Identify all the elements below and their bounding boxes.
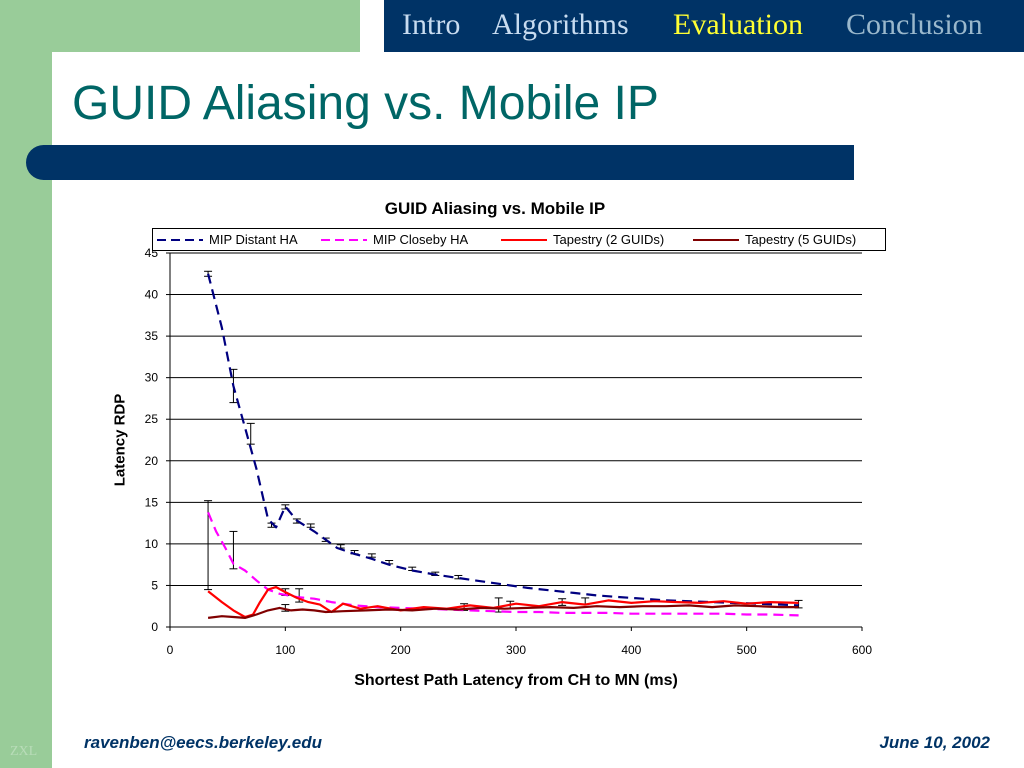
legend-item-tapestry-5: Tapestry (5 GUIDs) bbox=[693, 229, 856, 250]
y-tick-label: 15 bbox=[145, 495, 159, 509]
nav-item-evaluation[interactable]: Evaluation bbox=[673, 8, 803, 41]
legend-label: Tapestry (5 GUIDs) bbox=[745, 232, 857, 247]
title-divider bbox=[26, 145, 854, 180]
watermark-text: ZXL bbox=[10, 744, 38, 759]
y-tick-label: 5 bbox=[151, 578, 158, 592]
legend-label: MIP Distant HA bbox=[209, 232, 298, 247]
top-left-band bbox=[0, 0, 360, 52]
left-sidebar-band bbox=[0, 0, 52, 768]
legend-label: MIP Closeby HA bbox=[373, 232, 469, 247]
y-tick-label: 25 bbox=[145, 412, 159, 426]
series-line-1 bbox=[207, 511, 799, 617]
nav-item-intro[interactable]: Intro bbox=[402, 8, 461, 41]
legend-item-mip-closeby: MIP Closeby HA bbox=[321, 229, 468, 250]
legend-item-tapestry-2: Tapestry (2 GUIDs) bbox=[501, 229, 664, 250]
y-tick-label: 30 bbox=[145, 371, 159, 385]
nav-item-algorithms[interactable]: Algorithms bbox=[492, 8, 629, 41]
legend-item-mip-distant: MIP Distant HA bbox=[157, 229, 298, 250]
chart-axes bbox=[166, 252, 863, 631]
footer-email: ravenben@eecs.berkeley.edu bbox=[84, 733, 323, 752]
series-line-3 bbox=[207, 604, 799, 619]
y-tick-label: 0 bbox=[151, 620, 158, 634]
chart-series bbox=[207, 273, 799, 619]
y-axis-label: Latency RDP bbox=[111, 393, 129, 487]
y-tick-label: 20 bbox=[145, 454, 159, 468]
section-nav: Intro Algorithms Evaluation Conclusion bbox=[384, 0, 1024, 52]
x-axis-label: Shortest Path Latency from CH to MN (ms) bbox=[354, 672, 678, 689]
x-tick-label: 400 bbox=[621, 643, 641, 657]
y-tick-label: 10 bbox=[145, 537, 159, 551]
x-tick-label: 300 bbox=[506, 643, 526, 657]
x-tick-label: 100 bbox=[275, 643, 295, 657]
slide-title: GUID Aliasing vs. Mobile IP bbox=[72, 77, 659, 130]
x-tick-label: 0 bbox=[167, 643, 174, 657]
chart-gridlines bbox=[170, 252, 862, 586]
nav-item-conclusion[interactable]: Conclusion bbox=[846, 8, 983, 41]
series-line-2 bbox=[207, 586, 799, 619]
x-tick-label: 200 bbox=[391, 643, 411, 657]
y-tick-label: 40 bbox=[145, 288, 159, 302]
legend-label: Tapestry (2 GUIDs) bbox=[553, 232, 665, 247]
x-tick-label: 600 bbox=[852, 643, 872, 657]
chart-legend: MIP Distant HA MIP Closeby HA Tapestry (… bbox=[152, 228, 886, 251]
chart-title: GUID Aliasing vs. Mobile IP bbox=[384, 199, 606, 218]
x-tick-label: 500 bbox=[737, 643, 757, 657]
series-line-0 bbox=[207, 273, 799, 607]
chart-error-bars bbox=[204, 270, 803, 613]
footer-date: June 10, 2002 bbox=[879, 733, 990, 752]
y-tick-label: 35 bbox=[145, 329, 159, 343]
